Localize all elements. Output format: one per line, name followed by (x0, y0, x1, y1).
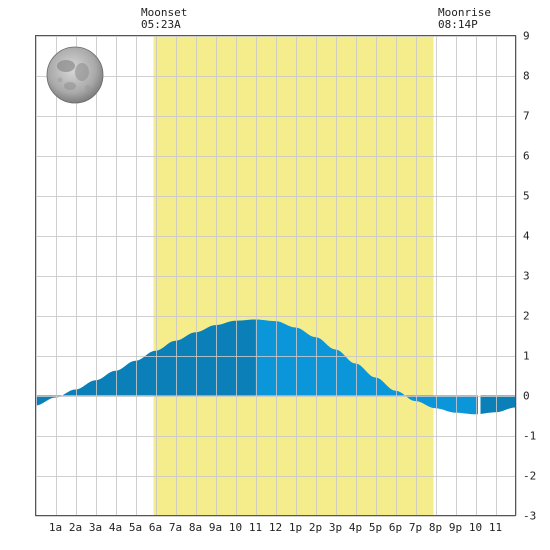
x-tick-label: 4a (109, 521, 122, 534)
x-tick-label: 11 (249, 521, 262, 534)
tide-area-rising (35, 319, 256, 406)
y-tick-label: 2 (523, 310, 530, 323)
daylight-band-layer (153, 35, 434, 516)
x-tick-label: 5a (129, 521, 142, 534)
x-tick-label: 3p (329, 521, 342, 534)
y-tick-label: -2 (523, 470, 536, 483)
moonset-annotation: Moonset 05:23A (141, 6, 187, 31)
moonrise-time: 08:14P (438, 18, 478, 31)
plot-border (35, 35, 516, 516)
y-tick-label: 4 (523, 230, 530, 243)
y-tick-label: 9 (523, 30, 530, 43)
moonset-label: Moonset (141, 6, 187, 19)
moonrise-annotation: Moonrise 08:14P (438, 6, 491, 31)
tide-area-rising-late (480, 395, 516, 415)
y-tick-label: 6 (523, 150, 530, 163)
y-tick-label: -1 (523, 430, 536, 443)
x-tick-label: 2a (69, 521, 82, 534)
x-tick-label: 8a (189, 521, 202, 534)
x-tick-label: 10 (229, 521, 242, 534)
x-tick-label: 6p (389, 521, 402, 534)
x-tick-label: 10 (469, 521, 482, 534)
x-tick-label: 8p (429, 521, 442, 534)
tide-area-layer (35, 319, 516, 415)
x-tick-label: 7p (409, 521, 422, 534)
y-tick-label: 0 (523, 390, 530, 403)
x-tick-label: 1a (49, 521, 62, 534)
y-tick-label: 5 (523, 190, 530, 203)
y-axis-labels: 9 8 7 6 5 4 3 2 1 0 -1 -2 -3 (523, 30, 536, 523)
x-tick-label: 2p (309, 521, 322, 534)
y-tick-label: -3 (523, 510, 536, 523)
full-moon-icon (46, 46, 104, 104)
x-tick-label: 5p (369, 521, 382, 534)
x-tick-label: 12 (269, 521, 282, 534)
x-tick-label: 6a (149, 521, 162, 534)
x-tick-label: 4p (349, 521, 362, 534)
moonrise-label: Moonrise (438, 6, 491, 19)
grid-layer (35, 35, 517, 517)
y-tick-label: 1 (523, 350, 530, 363)
x-tick-label: 1p (289, 521, 302, 534)
x-tick-label: 3a (89, 521, 102, 534)
y-tick-label: 3 (523, 270, 530, 283)
y-tick-label: 7 (523, 110, 530, 123)
daylight-band (153, 35, 434, 516)
x-axis-labels: 1a 2a 3a 4a 5a 6a 7a 8a 9a 10 11 12 1p 2p 3p 4p 5p 6p 7p 8p… (49, 521, 502, 534)
y-tick-label: 8 (523, 70, 530, 83)
x-tick-label: 9a (209, 521, 222, 534)
x-tick-label: 9p (449, 521, 462, 534)
x-tick-label: 11 (489, 521, 502, 534)
tide-area-falling (255, 319, 478, 415)
x-tick-label: 7a (169, 521, 182, 534)
moonset-time: 05:23A (141, 18, 181, 31)
